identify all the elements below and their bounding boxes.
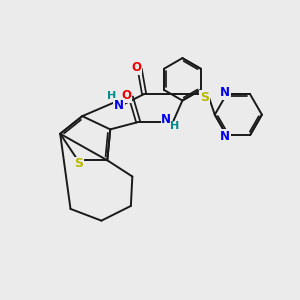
Text: O: O: [131, 61, 141, 74]
Text: N: N: [114, 99, 124, 112]
Text: N: N: [220, 130, 230, 143]
Text: N: N: [220, 86, 230, 99]
Text: S: S: [74, 157, 83, 170]
Text: O: O: [122, 89, 131, 102]
Text: H: H: [170, 121, 180, 130]
Text: H: H: [107, 92, 116, 101]
Text: S: S: [200, 91, 209, 104]
Text: N: N: [161, 112, 171, 126]
